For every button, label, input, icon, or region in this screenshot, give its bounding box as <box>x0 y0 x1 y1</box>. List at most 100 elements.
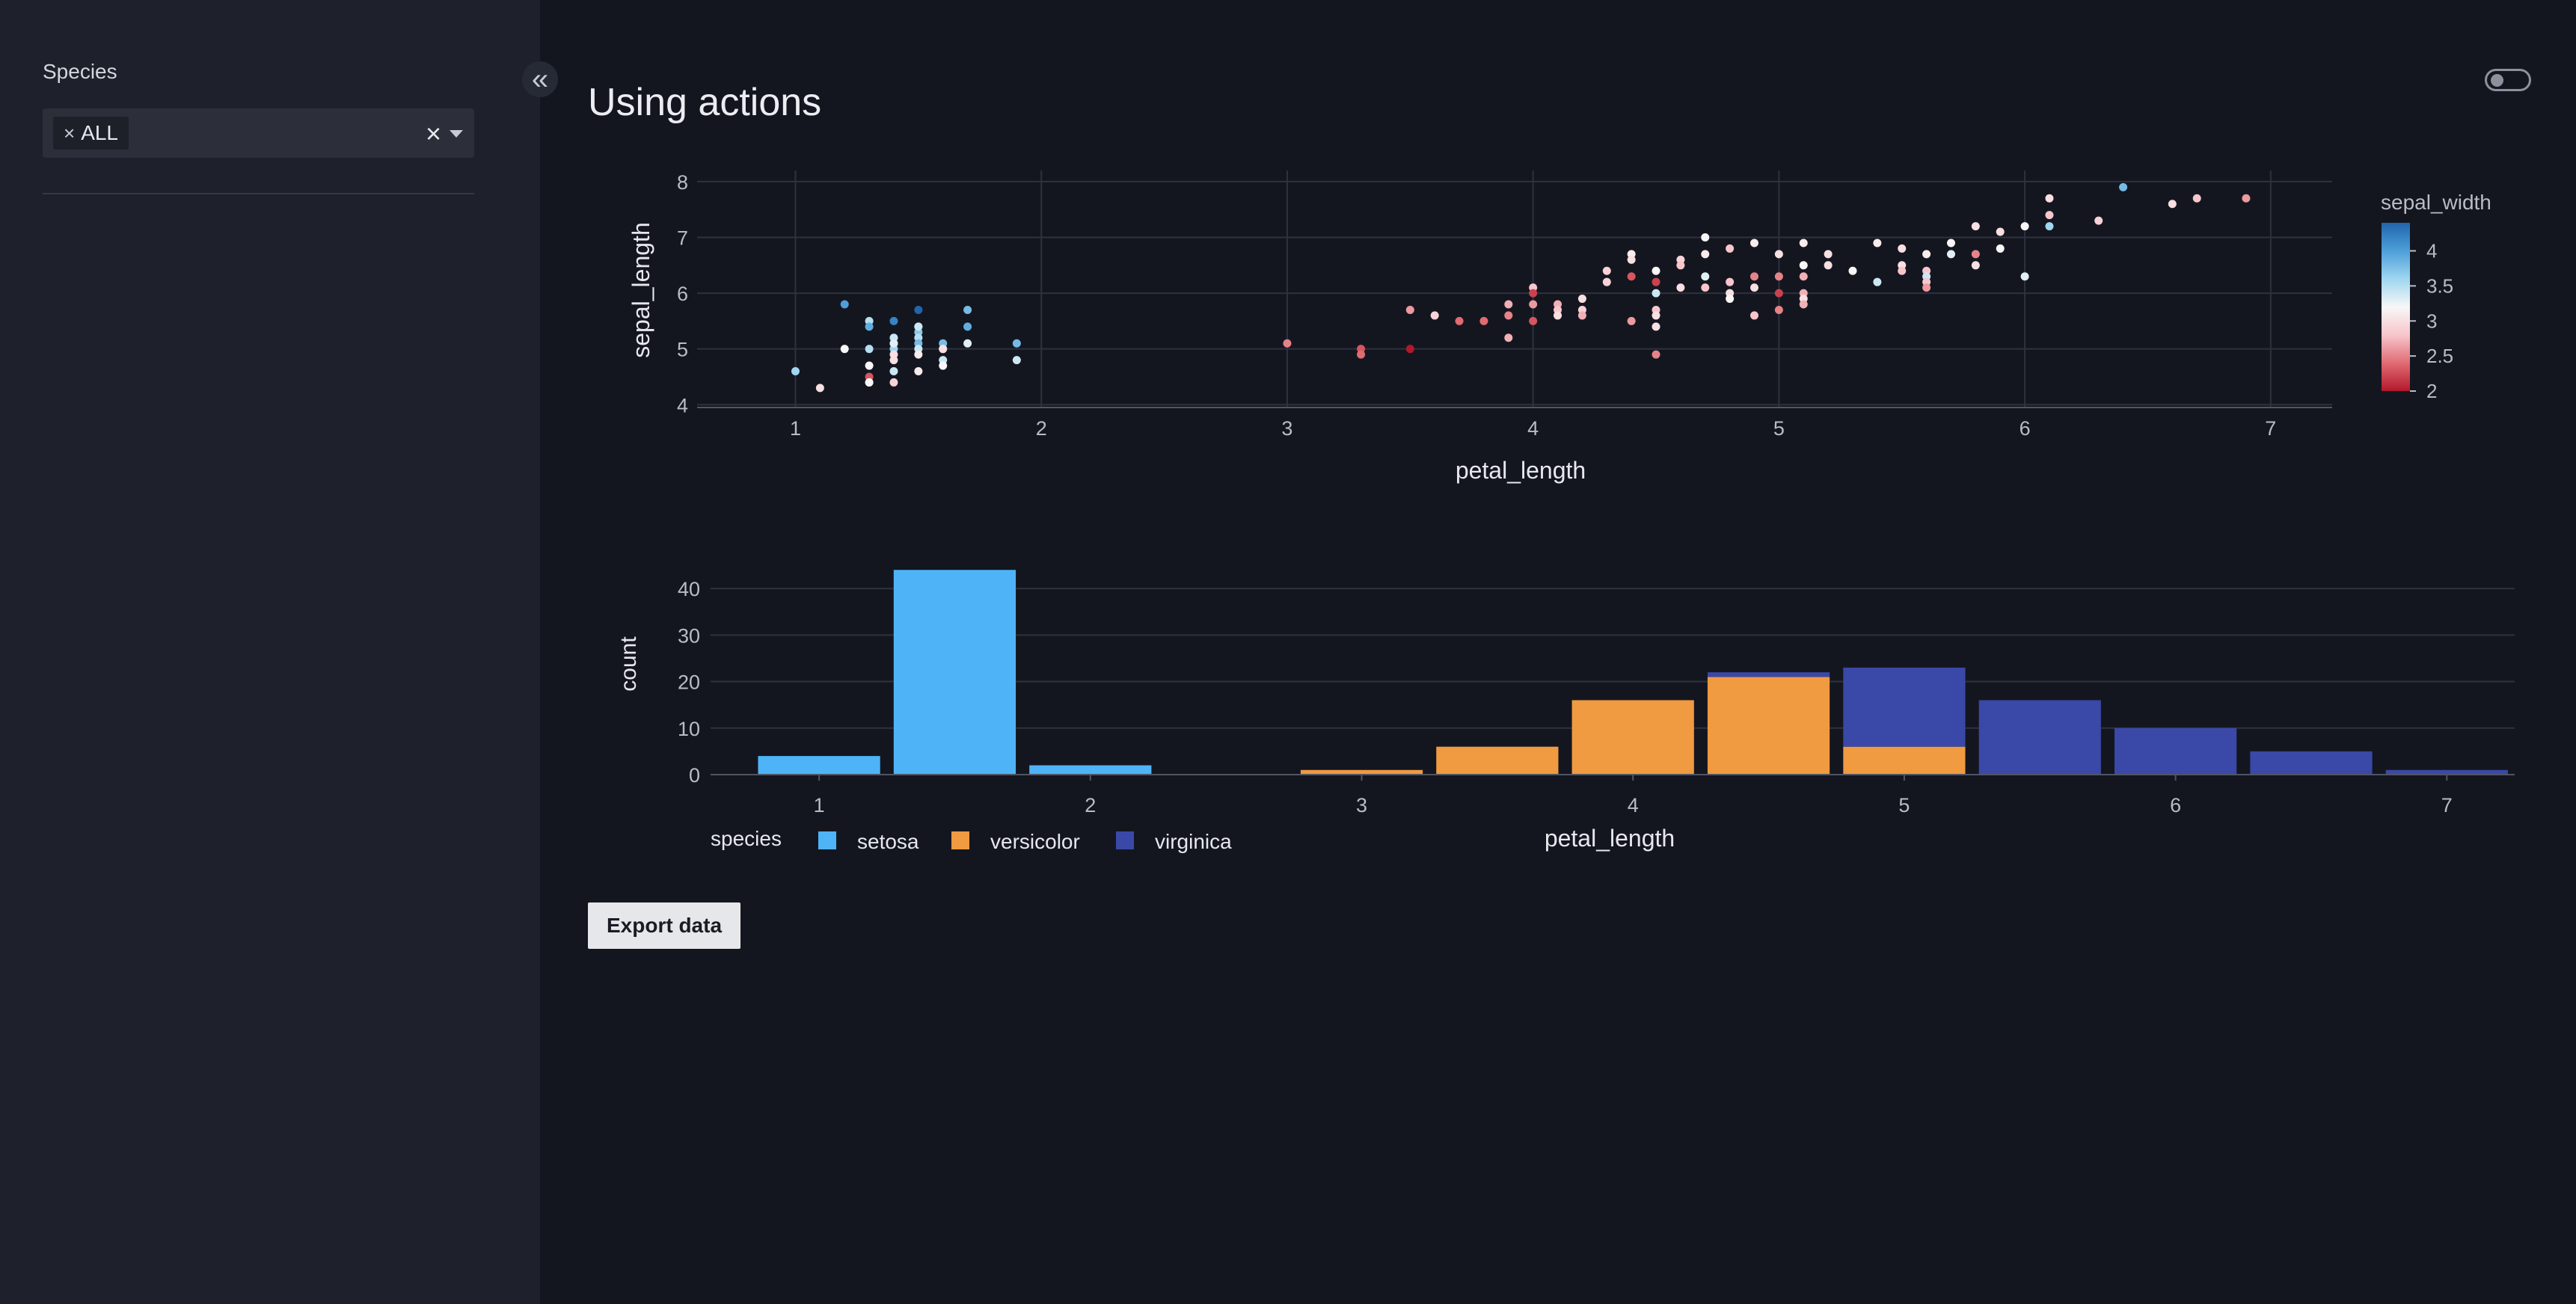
scatter-point[interactable] <box>2094 216 2103 225</box>
scatter-point[interactable] <box>2242 194 2251 203</box>
scatter-point[interactable] <box>1996 244 2005 253</box>
scatter-point[interactable] <box>1946 239 1955 247</box>
export-data-button[interactable]: Export data <box>588 902 740 949</box>
scatter-point[interactable] <box>1652 350 1660 359</box>
scatter-point[interactable] <box>1774 250 1783 259</box>
scatter-point[interactable] <box>1012 339 1021 348</box>
scatter-point[interactable] <box>889 367 898 376</box>
collapse-sidebar-button[interactable]: « <box>522 61 558 97</box>
scatter-point[interactable] <box>1824 250 1833 259</box>
scatter-point[interactable] <box>1701 250 1710 259</box>
histogram-bar-virginica[interactable] <box>2115 728 2237 775</box>
scatter-point[interactable] <box>1529 316 1538 325</box>
scatter-point[interactable] <box>914 322 923 331</box>
scatter-point[interactable] <box>1946 250 1955 259</box>
scatter-point[interactable] <box>889 339 898 348</box>
scatter-point[interactable] <box>2119 182 2128 191</box>
scatter-point[interactable] <box>2192 194 2201 203</box>
histogram-bar-versicolor[interactable] <box>1571 700 1694 775</box>
histogram-bar-setosa[interactable] <box>1029 765 1152 775</box>
scatter-point[interactable] <box>1750 311 1759 320</box>
scatter-point[interactable] <box>1652 289 1660 298</box>
scatter-point[interactable] <box>1971 222 1980 231</box>
histogram-bar-virginica[interactable] <box>1707 672 1830 677</box>
scatter-point[interactable] <box>939 345 948 354</box>
scatter-point[interactable] <box>865 378 874 387</box>
histogram-bar-setosa[interactable] <box>758 756 880 775</box>
scatter-point[interactable] <box>1799 261 1808 270</box>
scatter-point[interactable] <box>1726 244 1735 253</box>
scatter-point[interactable] <box>963 322 972 331</box>
scatter-point[interactable] <box>1726 277 1735 286</box>
scatter-point[interactable] <box>1405 345 1414 354</box>
scatter-point[interactable] <box>1996 227 2005 236</box>
scatter-point[interactable] <box>1504 333 1513 342</box>
scatter-point[interactable] <box>1504 300 1513 309</box>
scatter-point[interactable] <box>1455 316 1464 325</box>
clear-selection-icon[interactable]: × <box>426 118 442 149</box>
scatter-point[interactable] <box>1774 305 1783 314</box>
scatter-point[interactable] <box>963 305 972 314</box>
scatter-point[interactable] <box>914 367 923 376</box>
histogram-bar-virginica[interactable] <box>1978 700 2101 775</box>
legend-item-virginica[interactable]: virginica <box>1116 830 1232 853</box>
scatter-point[interactable] <box>1726 295 1735 304</box>
scatter-point[interactable] <box>1652 311 1660 320</box>
scatter-point[interactable] <box>865 361 874 370</box>
scatter-point[interactable] <box>889 356 898 365</box>
scatter-point[interactable] <box>1577 311 1586 320</box>
scatter-point[interactable] <box>791 367 800 376</box>
scatter-point[interactable] <box>1799 300 1808 309</box>
scatter-point[interactable] <box>2020 222 2029 231</box>
scatter-point[interactable] <box>1873 239 1882 247</box>
scatter-point[interactable] <box>1012 356 1021 365</box>
scatter-point[interactable] <box>914 305 923 314</box>
legend-item-versicolor[interactable]: versicolor <box>951 830 1080 853</box>
theme-toggle[interactable] <box>2485 69 2531 91</box>
histogram-bar-virginica[interactable] <box>2385 769 2508 775</box>
scatter-point[interactable] <box>1627 272 1636 281</box>
scatter-point[interactable] <box>1848 266 1857 275</box>
histogram-bar-virginica[interactable] <box>2250 751 2373 775</box>
scatter-point[interactable] <box>2168 200 2177 209</box>
scatter-point[interactable] <box>1824 261 1833 270</box>
species-select[interactable]: × ALL × <box>43 108 474 158</box>
scatter-point[interactable] <box>1676 261 1685 270</box>
scatter-point[interactable] <box>1774 272 1783 281</box>
scatter-point[interactable] <box>889 316 898 325</box>
scatter-point[interactable] <box>1750 272 1759 281</box>
scatter-point[interactable] <box>1529 289 1538 298</box>
scatter-point[interactable] <box>1602 266 1611 275</box>
scatter-point[interactable] <box>1479 316 1488 325</box>
histogram-bar-versicolor[interactable] <box>1436 746 1559 775</box>
scatter-point[interactable] <box>1554 311 1563 320</box>
scatter-point[interactable] <box>865 345 874 354</box>
scatter-point[interactable] <box>1405 305 1414 314</box>
scatter-point[interactable] <box>1577 295 1586 304</box>
scatter-point[interactable] <box>1357 350 1366 359</box>
scatter-point[interactable] <box>1283 339 1292 348</box>
scatter-point[interactable] <box>865 322 874 331</box>
scatter-point[interactable] <box>1504 311 1513 320</box>
scatter-point[interactable] <box>1701 283 1710 292</box>
histogram-bar-setosa[interactable] <box>893 570 1016 775</box>
scatter-point[interactable] <box>840 345 849 354</box>
scatter-point[interactable] <box>1652 266 1660 275</box>
scatter-point[interactable] <box>1971 250 1980 259</box>
scatter-point[interactable] <box>1750 239 1759 247</box>
scatter-point[interactable] <box>1898 244 1907 253</box>
histogram-bar-versicolor[interactable] <box>1300 769 1423 775</box>
scatter-point[interactable] <box>1701 233 1710 242</box>
scatter-point[interactable] <box>2045 194 2054 203</box>
scatter-point[interactable] <box>914 350 923 359</box>
histogram-bar-versicolor[interactable] <box>1707 677 1830 775</box>
scatter-point[interactable] <box>2020 272 2029 281</box>
scatter-point[interactable] <box>1529 300 1538 309</box>
scatter-point[interactable] <box>1701 272 1710 281</box>
legend-item-setosa[interactable]: setosa <box>818 830 919 853</box>
scatter-point[interactable] <box>1676 283 1685 292</box>
scatter-point[interactable] <box>1799 272 1808 281</box>
chevron-down-icon[interactable] <box>450 130 463 138</box>
scatter-point[interactable] <box>1922 283 1931 292</box>
scatter-point[interactable] <box>1627 255 1636 264</box>
